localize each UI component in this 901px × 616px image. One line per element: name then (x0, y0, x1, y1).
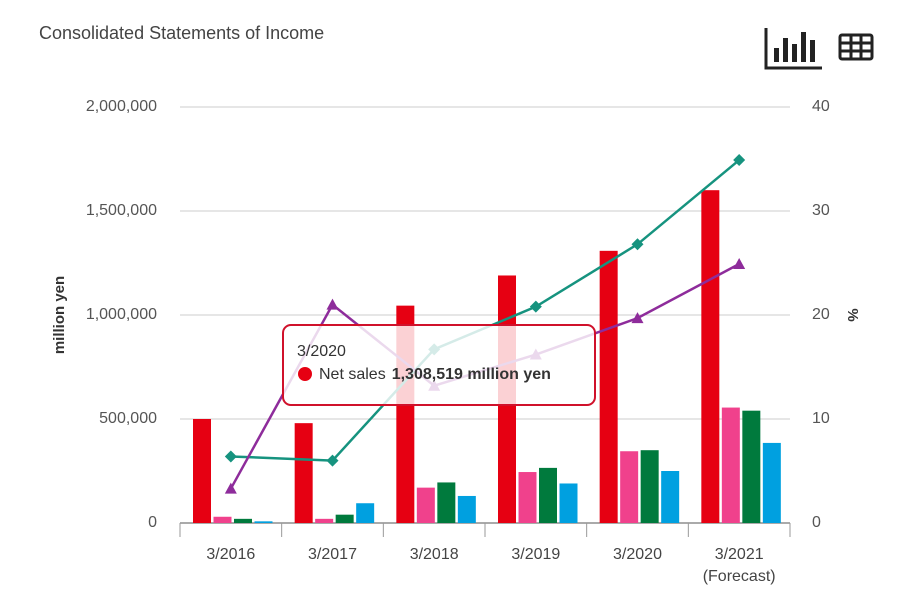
bar (356, 503, 375, 523)
bar (315, 518, 334, 523)
chart-title: Consolidated Statements of Income (39, 23, 324, 43)
x-tick-label: 3/2017 (308, 546, 357, 563)
y2-tick-label: 40 (812, 98, 830, 115)
tooltip-value: 1,308,519 million yen (392, 366, 551, 383)
tooltip: 3/2020 Net sales 1,308,519 million yen (282, 324, 596, 406)
marker (326, 454, 339, 467)
bar (213, 516, 232, 523)
marker (224, 482, 237, 494)
tooltip-dot (298, 367, 312, 381)
bar (518, 472, 537, 523)
x-tick-label: 3/2020 (613, 546, 662, 563)
y2-tick-label: 0 (812, 514, 821, 531)
bar (620, 451, 639, 523)
bar (559, 483, 578, 523)
bar (457, 495, 476, 523)
chart-icon[interactable] (764, 28, 822, 70)
line (230, 159, 740, 462)
y-axis-label: million yen (51, 276, 68, 354)
bar (437, 482, 456, 523)
tooltip-title: 3/2020 (297, 343, 346, 360)
y2-tick-label: 30 (812, 202, 830, 219)
y-tick-label: 0 (148, 514, 157, 531)
y-tick-label: 2,000,000 (86, 98, 157, 115)
marker (326, 298, 339, 310)
bar (762, 442, 781, 523)
y2-tick-label: 20 (812, 306, 830, 323)
bar (254, 521, 273, 523)
x-tick-label: 3/2021 (715, 546, 764, 563)
y-tick-label: 1,000,000 (86, 306, 157, 323)
tooltip-text: Net sales 1,308,519 million yen (319, 366, 551, 383)
y2-tick-label: 10 (812, 410, 830, 427)
bar (701, 190, 720, 523)
bar (416, 487, 435, 523)
x-tick-label: 3/2016 (206, 546, 255, 563)
marker (631, 312, 644, 324)
table-icon[interactable] (838, 33, 874, 61)
tooltip-series: Net sales (319, 366, 386, 383)
y-tick-label: 500,000 (99, 410, 157, 427)
marker (529, 300, 542, 313)
y2-axis-label: % (844, 308, 861, 321)
bar (721, 407, 740, 523)
marker (224, 450, 237, 463)
bar (599, 250, 618, 523)
bar (294, 423, 313, 523)
marker (733, 154, 746, 167)
x-tick-note: (Forecast) (703, 568, 776, 585)
bar (742, 410, 761, 523)
marker (733, 258, 746, 270)
tooltip-box (282, 324, 596, 406)
bar (539, 467, 557, 523)
x-tick-label: 3/2018 (410, 546, 459, 563)
y-tick-label: 1,500,000 (86, 202, 157, 219)
bar (234, 518, 252, 523)
bar (640, 450, 659, 523)
bar (193, 419, 211, 523)
marker (631, 238, 644, 251)
x-tick-label: 3/2019 (511, 546, 560, 563)
bar (335, 514, 354, 523)
bar (661, 471, 680, 523)
